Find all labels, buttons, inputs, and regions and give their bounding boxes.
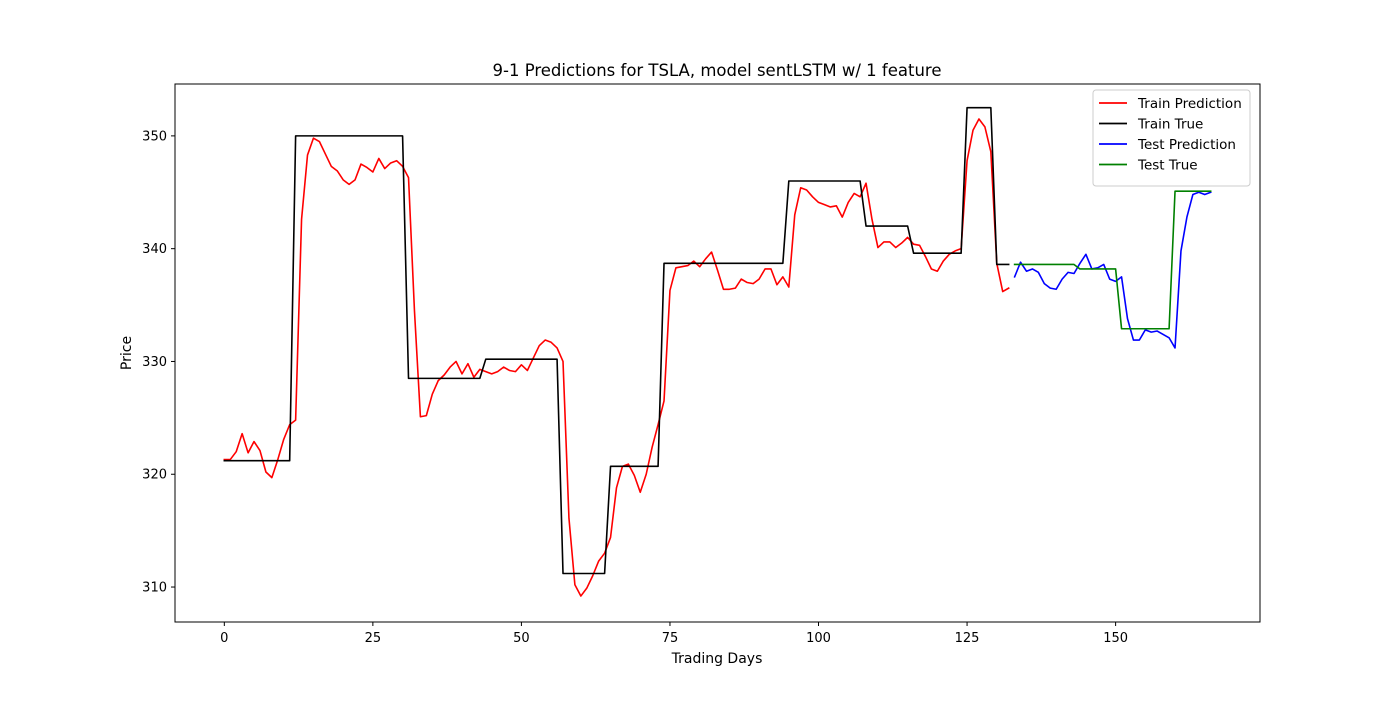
x-axis-label: Trading Days bbox=[671, 651, 763, 667]
legend-label: Train True bbox=[1137, 117, 1203, 133]
y-tick-label: 340 bbox=[142, 242, 167, 257]
x-tick-label: 75 bbox=[662, 631, 679, 646]
test-prediction-line bbox=[1013, 191, 1212, 349]
y-tick-label: 320 bbox=[142, 468, 167, 483]
x-tick-label: 0 bbox=[220, 631, 228, 646]
legend-label: Test Prediction bbox=[1137, 137, 1236, 153]
train-prediction-line bbox=[223, 118, 1010, 597]
test-true-line bbox=[1013, 190, 1212, 330]
x-tick-label: 25 bbox=[365, 631, 382, 646]
x-tick-label: 100 bbox=[806, 631, 831, 646]
y-axis: 310 320 330 340 350 bbox=[142, 129, 175, 596]
x-axis: 0 25 50 75 100 125 150 bbox=[220, 622, 1128, 646]
legend-label: Test True bbox=[1137, 158, 1198, 174]
x-tick-label: 150 bbox=[1103, 631, 1128, 646]
legend-label: Train Prediction bbox=[1137, 96, 1242, 112]
y-axis-label: Price bbox=[119, 336, 135, 370]
train-true-line bbox=[223, 106, 1010, 575]
plot-frame bbox=[174, 83, 1261, 623]
chart-title: 9-1 Predictions for TSLA, model sentLSTM… bbox=[493, 61, 942, 80]
series-layer bbox=[223, 106, 1212, 597]
x-tick-label: 50 bbox=[513, 631, 530, 646]
y-tick-label: 310 bbox=[142, 581, 167, 596]
legend: Train Prediction Train True Test Predictio… bbox=[1092, 89, 1251, 187]
y-tick-label: 330 bbox=[142, 355, 167, 370]
y-tick-label: 350 bbox=[142, 129, 167, 144]
legend-box bbox=[1092, 89, 1251, 187]
x-tick-label: 125 bbox=[955, 631, 980, 646]
